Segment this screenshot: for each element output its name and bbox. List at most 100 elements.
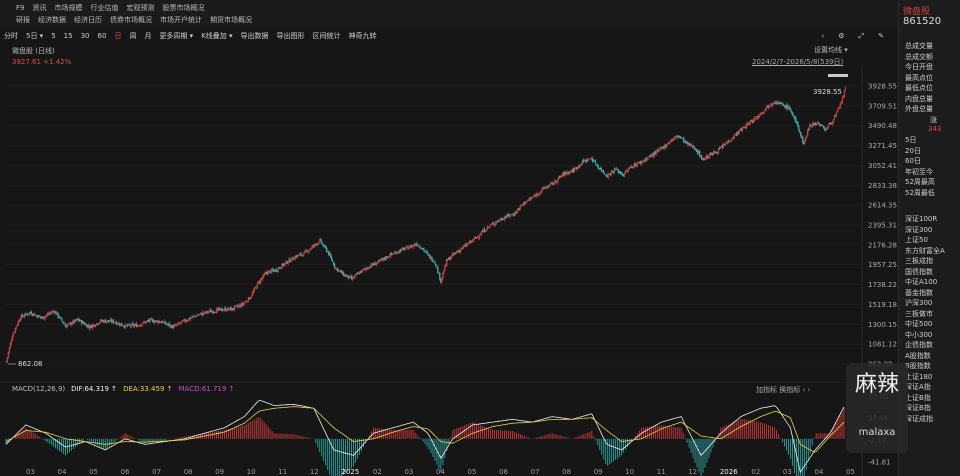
candle (70, 322, 72, 325)
x-tick-label: 08 (562, 468, 571, 476)
sidebar-list3-item[interactable]: 深证300 (905, 225, 933, 234)
ma-settings-button[interactable]: 设置均线 ▾ (814, 46, 848, 54)
sidebar-list3-item[interactable]: 三板做市 (905, 309, 933, 318)
toolbar-item-13[interactable]: 区间统计 (312, 32, 341, 40)
sidebar-list3-item[interactable]: 基金指数 (905, 288, 933, 297)
sidebar-list3-item[interactable]: 上证50 (905, 236, 928, 244)
candle (503, 217, 505, 221)
candle (717, 148, 720, 154)
candle (47, 313, 49, 315)
candlestick-chart[interactable]: 3928.55 3709.51 3490.48 3271.45 3052.41 2833.… (0, 68, 898, 380)
x-tick-label: 03 (404, 468, 413, 476)
nav-item-row2-3[interactable]: 债券市场概况 (110, 16, 152, 24)
sidebar-list3-item[interactable]: 中证A100 (905, 278, 938, 286)
sidebar-list3-item[interactable]: 企债指数 (905, 341, 933, 349)
candle (12, 333, 14, 337)
candle (315, 243, 317, 245)
candle (40, 316, 42, 318)
sidebar-list3-item[interactable]: 深证100R (905, 215, 938, 223)
related-index-list[interactable]: 深证100R 深证300 上证50 东方财富全A 三板成指国债指数中证A100 基金指数沪… (905, 214, 945, 424)
candle (381, 258, 383, 260)
toolbar-item-3[interactable]: 15 (63, 32, 73, 40)
candle (518, 208, 520, 210)
sidebar-list3-item[interactable]: 深证A指 (905, 383, 931, 391)
candle (777, 101, 779, 105)
x-tick-label: 05 (89, 468, 98, 476)
sidebar-list3-item[interactable]: 国债指数 (905, 267, 933, 276)
nav-item-row2-1[interactable]: 经济数据 (38, 16, 66, 24)
candle (38, 315, 40, 317)
toolbar-item-8[interactable]: 月 (144, 32, 152, 40)
sidebar-list3-item[interactable]: 东方财富全A (905, 246, 945, 255)
candle (549, 183, 551, 187)
candle (408, 247, 410, 250)
candle (350, 276, 353, 280)
sidebar-list3-item[interactable]: B股指数 (905, 362, 931, 370)
candle (316, 244, 318, 246)
candle (552, 182, 554, 185)
toolbar-item-6[interactable]: 日 (114, 32, 122, 40)
sidebar-list3-item[interactable]: 深证B指 (905, 404, 931, 412)
macd-label: MACD(12,26,9) (12, 385, 66, 393)
sidebar-list3-item[interactable]: 三板成指 (905, 257, 933, 265)
candle (361, 269, 364, 273)
nav-item-row2-5[interactable]: 期货市场概况 (210, 16, 252, 24)
candle (277, 267, 279, 272)
nav-item-row1-4[interactable]: 宏观预测 (126, 4, 155, 12)
candle (39, 316, 41, 318)
nav-item-row2-2[interactable]: 经济日历 (74, 16, 102, 24)
nav-item-row1-2[interactable]: 市场规模 (54, 4, 83, 12)
sidebar-list3-item[interactable]: 上证B指 (905, 393, 931, 402)
candle (43, 317, 45, 320)
pen-icon[interactable]: ⤢ (858, 32, 865, 40)
pin-icon[interactable]: ✎ (878, 32, 884, 40)
sidebar-list3-item[interactable]: A股指数 (905, 351, 931, 360)
candle (175, 324, 177, 326)
sidebar-list3-item[interactable]: 深证成指 (905, 414, 933, 423)
indicator-tools[interactable]: 加指标 换指标 ‹ › (756, 386, 811, 394)
candle (723, 144, 726, 146)
toolbar-item-0[interactable]: 分时 (4, 32, 18, 40)
toolbar-item-1[interactable]: 5日 ▾ (26, 32, 44, 40)
nav-item-row2-0[interactable]: 研报 (16, 16, 30, 24)
toolbar-item-7[interactable]: 周 (129, 32, 137, 40)
nav-item-row2-4[interactable]: 市场开户统计 (160, 16, 202, 24)
candle (525, 202, 527, 204)
chart-toolbar: 分时 5日 ▾ 5 15 30 60 日周月更多周期 ▾ K线叠加 ▾ 导出数据 导出图形 区间统计… (0, 29, 898, 43)
sidebar-list3-item[interactable]: 中证500 (905, 320, 933, 328)
toolbar-item-9[interactable]: 更多周期 ▾ (159, 32, 194, 40)
macd-value: MACD:61.719 ↑ (178, 385, 235, 393)
candle (418, 245, 420, 247)
candle (808, 128, 810, 130)
candle (27, 313, 29, 315)
date-range-link[interactable]: 2024/2/7-2026/5/8(539日) (752, 58, 844, 66)
gear-icon[interactable]: ⚙ (838, 32, 845, 40)
candle (498, 220, 500, 222)
candle (495, 222, 497, 224)
candle (331, 256, 333, 261)
toolbar-item-11[interactable]: 导出数据 (240, 32, 269, 40)
y-tick-label: 2395.31 (868, 222, 897, 230)
sidebar-list3-item[interactable]: 沪深300 (905, 299, 933, 307)
candle (20, 314, 22, 320)
toolbar-item-10[interactable]: K线叠加 ▾ (201, 32, 233, 40)
sidebar-list1-item: 外盘总量 (905, 105, 933, 113)
nav-item-row1-3[interactable]: 行业估值 (90, 4, 119, 12)
sidebar-list3-item[interactable]: 中小300 (905, 330, 933, 339)
candle (794, 116, 796, 119)
toolbar-item-12[interactable]: 导出图形 (276, 32, 305, 40)
candle (830, 122, 833, 124)
nav-item-row1-0[interactable]: F9 (16, 4, 25, 12)
toolbar-item-2[interactable]: 5 (51, 32, 56, 40)
candle (296, 254, 298, 258)
nav-item-row1-1[interactable]: 资讯 (32, 4, 47, 12)
candle (836, 109, 839, 112)
candle (401, 248, 403, 250)
≡-icon[interactable]: ‹ (821, 32, 825, 40)
sidebar-list3-item[interactable]: 上证180 (905, 372, 933, 381)
toolbar-item-5[interactable]: 60 (97, 32, 107, 40)
nav-item-row1-5[interactable]: 股票市场概况 (162, 4, 205, 12)
toolbar-item-14[interactable]: 神奇九转 (348, 32, 377, 40)
toolbar-item-4[interactable]: 30 (80, 32, 90, 40)
candle (328, 250, 330, 256)
